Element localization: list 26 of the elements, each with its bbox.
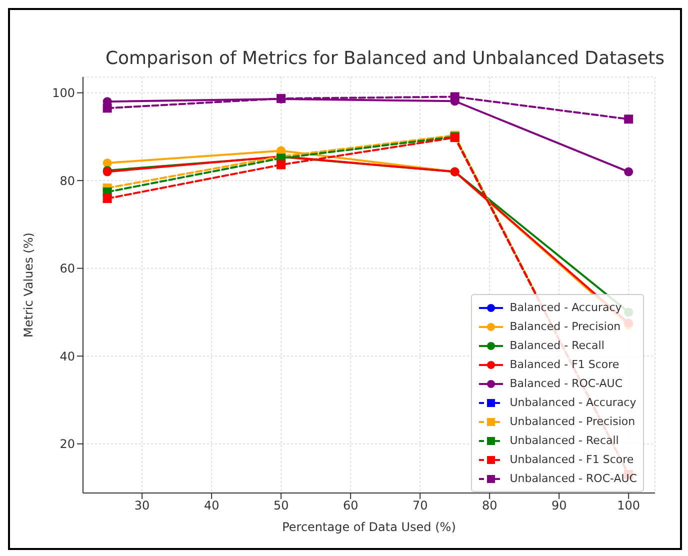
legend-label: Balanced - Accuracy xyxy=(510,301,622,314)
y-tick-label: 20 xyxy=(60,437,75,452)
x-tick-label: 40 xyxy=(204,498,220,513)
legend-label: Unbalanced - Precision xyxy=(510,415,636,428)
legend-label: Balanced - ROC-AUC xyxy=(510,377,623,390)
legend-label: Unbalanced - Accuracy xyxy=(510,396,636,409)
y-tick-label: 100 xyxy=(52,86,75,100)
x-axis-title: Percentage of Data Used (%) xyxy=(282,520,456,534)
x-tick-label: 70 xyxy=(412,498,428,513)
x-tick-label: 100 xyxy=(617,498,640,513)
x-tick-label: 30 xyxy=(134,498,150,513)
y-tick-label: 40 xyxy=(60,349,75,364)
x-tick-label: 80 xyxy=(482,498,498,513)
legend-label: Balanced - F1 Score xyxy=(510,358,620,371)
y-tick-label: 80 xyxy=(60,174,75,188)
x-tick-label: 50 xyxy=(273,498,289,513)
x-tick-label: 60 xyxy=(342,498,358,513)
legend-label: Balanced - Recall xyxy=(510,339,604,352)
x-tick-label: 90 xyxy=(551,498,567,513)
legend-label: Unbalanced - ROC-AUC xyxy=(510,472,637,485)
legend-label: Balanced - Precision xyxy=(510,320,621,333)
chart-title: Comparison of Metrics for Balanced and Unbalanced Datasets xyxy=(104,48,666,69)
legend-label: Unbalanced - Recall xyxy=(510,434,619,447)
legend-label: Unbalanced - F1 Score xyxy=(510,453,634,466)
y-tick-label: 60 xyxy=(60,262,75,276)
y-axis-title: Metric Values (%) xyxy=(21,232,36,338)
